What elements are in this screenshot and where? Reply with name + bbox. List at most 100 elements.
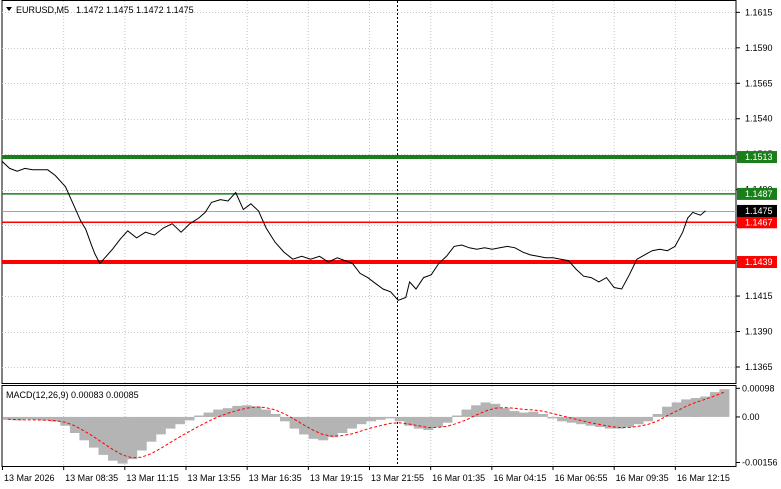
price-tick-label: 1.1540 bbox=[745, 114, 773, 124]
macd-histogram-bar bbox=[280, 416, 290, 422]
macd-histogram-bar bbox=[461, 409, 472, 417]
macd-histogram-bar bbox=[537, 414, 548, 417]
macd-tick-label: 0.00098 bbox=[742, 383, 775, 393]
macd-histogram-bar bbox=[318, 416, 329, 441]
price-tick-label: 1.1565 bbox=[745, 78, 773, 88]
macd-histogram-bar bbox=[41, 416, 52, 421]
support-level-tag-bg bbox=[737, 216, 777, 229]
macd-histogram-bar bbox=[184, 416, 195, 421]
macd-histogram-bar bbox=[452, 415, 462, 417]
macd-histogram-bar bbox=[557, 416, 568, 422]
macd-histogram-bar bbox=[652, 414, 663, 417]
macd-histogram-bar bbox=[22, 416, 33, 420]
macd-histogram-bar bbox=[566, 416, 577, 423]
resistance-level-tag-bg bbox=[737, 151, 777, 164]
macd-histogram-bar bbox=[509, 411, 520, 417]
symbol-dropdown-icon[interactable] bbox=[6, 7, 12, 11]
macd-histogram-bar bbox=[547, 416, 558, 419]
macd-histogram-bar bbox=[69, 416, 80, 433]
macd-histogram-bar bbox=[155, 416, 166, 435]
macd-histogram-bar bbox=[394, 416, 405, 422]
macd-histogram-bar bbox=[595, 416, 606, 428]
price-level-tags: 1.1513 1.1487 1.1467 1.1439 1.1475 bbox=[737, 151, 777, 269]
time-tick-label: 16 Mar 04:15 bbox=[493, 473, 546, 483]
time-tick-label: 16 Mar 09:35 bbox=[616, 473, 669, 483]
macd-histogram-bar bbox=[719, 389, 730, 417]
macd-histogram-bar bbox=[117, 416, 128, 464]
macd-histogram-bar bbox=[528, 411, 539, 417]
price-tick-label: 1.1590 bbox=[745, 43, 773, 53]
price-tick-label: 1.1390 bbox=[745, 327, 773, 337]
price-levels bbox=[2, 155, 736, 265]
macd-histogram-bar bbox=[241, 405, 252, 417]
macd-histogram-bar bbox=[108, 416, 119, 461]
macd-histogram-bar bbox=[671, 402, 682, 417]
symbol-label: EURUSD,M5 bbox=[16, 5, 69, 15]
price-tick-label: 1.1365 bbox=[745, 362, 773, 372]
macd-histogram-bar bbox=[709, 392, 720, 417]
macd-signal-line bbox=[7, 391, 725, 459]
macd-histogram-bar bbox=[585, 416, 596, 426]
macd-histogram-bar bbox=[270, 414, 281, 417]
macd-histogram-bar bbox=[31, 416, 42, 420]
macd-histogram-bar bbox=[614, 416, 625, 429]
macd-tick-label: -0.00156 bbox=[742, 457, 778, 467]
time-tick-label: 13 Mar 19:15 bbox=[310, 473, 363, 483]
macd-tick-label: 0.00 bbox=[742, 412, 760, 422]
support-level-tag-bg bbox=[737, 256, 777, 269]
resistance-level-tag-bg bbox=[737, 187, 777, 200]
macd-histogram-bar bbox=[442, 416, 453, 423]
macd-histogram-bar bbox=[60, 416, 71, 426]
time-tick-label: 13 Mar 08:35 bbox=[65, 473, 118, 483]
support-level-tag: 1.1467 bbox=[745, 217, 773, 227]
time-tick-label: 16 Mar 01:35 bbox=[432, 473, 485, 483]
macd-histogram-bar bbox=[127, 416, 138, 460]
time-tick-label: 13 Mar 21:55 bbox=[371, 473, 424, 483]
macd-histogram-bar bbox=[432, 416, 443, 428]
macd-histogram-bar bbox=[404, 416, 415, 426]
macd-histogram-bar bbox=[356, 416, 367, 425]
macd-histogram-bar bbox=[50, 416, 61, 422]
macd-histogram-bar bbox=[79, 416, 90, 441]
current-price-tag-bg bbox=[737, 204, 777, 217]
macd-histogram-bar bbox=[518, 412, 529, 417]
macd-histogram-bar bbox=[499, 408, 510, 417]
macd-histogram-bar bbox=[3, 416, 13, 420]
macd-label: MACD(12,26,9) 0.00083 0.00085 bbox=[6, 390, 139, 400]
macd-histogram-bar bbox=[480, 402, 491, 417]
macd-histogram-bar bbox=[423, 416, 434, 430]
macd-histogram-bar bbox=[471, 405, 482, 417]
macd-histogram bbox=[3, 389, 730, 464]
macd-histogram-bar bbox=[289, 416, 300, 429]
price-tick-label: 1.1415 bbox=[745, 291, 773, 301]
ohlc-readout: 1.1472 1.1475 1.1472 1.1475 bbox=[76, 5, 194, 15]
macd-histogram-bar bbox=[490, 403, 501, 417]
macd-histogram-bar bbox=[213, 409, 224, 417]
time-tick-label: 16 Mar 12:15 bbox=[677, 473, 730, 483]
macd-histogram-bar bbox=[165, 416, 176, 429]
macd-histogram-bar bbox=[98, 416, 109, 455]
macd-histogram-bar bbox=[662, 406, 673, 417]
macd-histogram-bar bbox=[222, 408, 233, 417]
time-tick-label: 13 Mar 13:55 bbox=[188, 473, 241, 483]
time-tick-label: 16 Mar 06:55 bbox=[555, 473, 608, 483]
macd-axis: 0.00098 0.00 -0.00156 bbox=[736, 383, 778, 467]
price-series-line bbox=[1, 160, 706, 301]
macd-histogram-bar bbox=[203, 412, 214, 417]
macd-histogram-bar bbox=[633, 416, 644, 425]
macd-histogram-bar bbox=[251, 406, 262, 417]
macd-histogram-bar bbox=[232, 405, 243, 417]
macd-histogram-bar bbox=[375, 416, 386, 420]
macd-histogram-bar bbox=[643, 416, 653, 422]
macd-histogram-bar bbox=[346, 416, 357, 429]
macd-histogram-bar bbox=[260, 409, 271, 417]
macd-histogram-bar bbox=[89, 416, 99, 448]
macd-histogram-bar bbox=[327, 416, 338, 438]
support-level-tag: 1.1439 bbox=[745, 257, 773, 267]
macd-histogram-bar bbox=[604, 416, 615, 429]
macd-histogram-bar bbox=[623, 416, 634, 428]
macd-histogram-bar bbox=[690, 398, 701, 417]
macd-histogram-bar bbox=[681, 399, 692, 417]
main-chart-frame bbox=[1, 0, 737, 384]
